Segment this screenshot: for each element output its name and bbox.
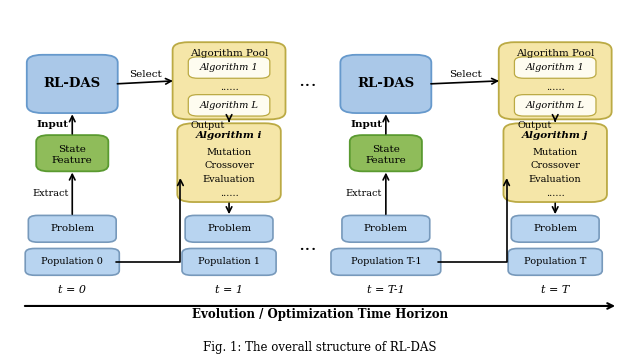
Text: Select: Select [129, 70, 161, 79]
Text: Crossover: Crossover [204, 161, 254, 170]
Text: Algorithm i: Algorithm i [196, 131, 262, 140]
FancyBboxPatch shape [508, 248, 602, 275]
FancyBboxPatch shape [515, 57, 596, 78]
FancyBboxPatch shape [511, 215, 599, 242]
Text: Algorithm 1: Algorithm 1 [526, 63, 584, 72]
Text: Input: Input [350, 119, 382, 129]
Text: ......: ...... [546, 83, 564, 92]
Text: Fig. 1: The overall structure of RL-DAS: Fig. 1: The overall structure of RL-DAS [204, 341, 436, 354]
Text: Algorithm j: Algorithm j [522, 131, 588, 140]
FancyBboxPatch shape [36, 135, 108, 171]
Text: Feature: Feature [365, 156, 406, 165]
FancyBboxPatch shape [188, 57, 270, 78]
Text: Algorithm Pool: Algorithm Pool [516, 49, 595, 58]
Text: State: State [58, 145, 86, 154]
FancyBboxPatch shape [515, 94, 596, 116]
Text: State: State [372, 145, 400, 154]
Text: Problem: Problem [533, 224, 577, 233]
Text: ......: ...... [220, 189, 239, 198]
FancyBboxPatch shape [350, 135, 422, 171]
Text: Feature: Feature [52, 156, 93, 165]
Text: Algorithm 1: Algorithm 1 [200, 63, 259, 72]
Text: Output: Output [517, 121, 552, 130]
Text: ......: ...... [546, 189, 564, 198]
Text: Population T: Population T [524, 257, 586, 266]
Text: Mutation: Mutation [207, 148, 252, 157]
FancyBboxPatch shape [185, 215, 273, 242]
Text: Output: Output [191, 121, 225, 130]
Text: t = T: t = T [541, 285, 570, 295]
Text: Crossover: Crossover [531, 161, 580, 170]
Text: t = T-1: t = T-1 [367, 285, 404, 295]
Text: Evolution / Optimization Time Horizon: Evolution / Optimization Time Horizon [192, 308, 448, 320]
Text: Select: Select [449, 70, 481, 79]
FancyBboxPatch shape [504, 123, 607, 202]
Text: Evaluation: Evaluation [203, 176, 255, 185]
FancyBboxPatch shape [182, 248, 276, 275]
FancyBboxPatch shape [331, 248, 441, 275]
Text: ......: ...... [220, 83, 239, 92]
Text: Extract: Extract [32, 189, 68, 198]
FancyBboxPatch shape [173, 42, 285, 119]
Text: ...: ... [298, 236, 317, 254]
Text: RL-DAS: RL-DAS [44, 77, 101, 90]
Text: Problem: Problem [50, 224, 94, 233]
Text: RL-DAS: RL-DAS [357, 77, 415, 90]
Text: Evaluation: Evaluation [529, 176, 582, 185]
FancyBboxPatch shape [340, 55, 431, 113]
Text: Algorithm L: Algorithm L [525, 101, 585, 110]
FancyBboxPatch shape [188, 94, 270, 116]
Text: Input: Input [36, 119, 68, 129]
FancyBboxPatch shape [28, 215, 116, 242]
Text: Population 1: Population 1 [198, 257, 260, 266]
Text: Population T-1: Population T-1 [351, 257, 421, 266]
Text: Mutation: Mutation [532, 148, 578, 157]
Text: Algorithm L: Algorithm L [200, 101, 259, 110]
Text: Population 0: Population 0 [42, 257, 103, 266]
FancyBboxPatch shape [177, 123, 281, 202]
FancyBboxPatch shape [27, 55, 118, 113]
Text: Algorithm Pool: Algorithm Pool [190, 49, 268, 58]
Text: t = 1: t = 1 [215, 285, 243, 295]
FancyBboxPatch shape [499, 42, 612, 119]
FancyBboxPatch shape [25, 248, 119, 275]
Text: Problem: Problem [207, 224, 251, 233]
Text: Problem: Problem [364, 224, 408, 233]
Text: ...: ... [298, 72, 317, 90]
FancyBboxPatch shape [342, 215, 430, 242]
Text: Extract: Extract [346, 189, 382, 198]
Text: t = 0: t = 0 [58, 285, 86, 295]
